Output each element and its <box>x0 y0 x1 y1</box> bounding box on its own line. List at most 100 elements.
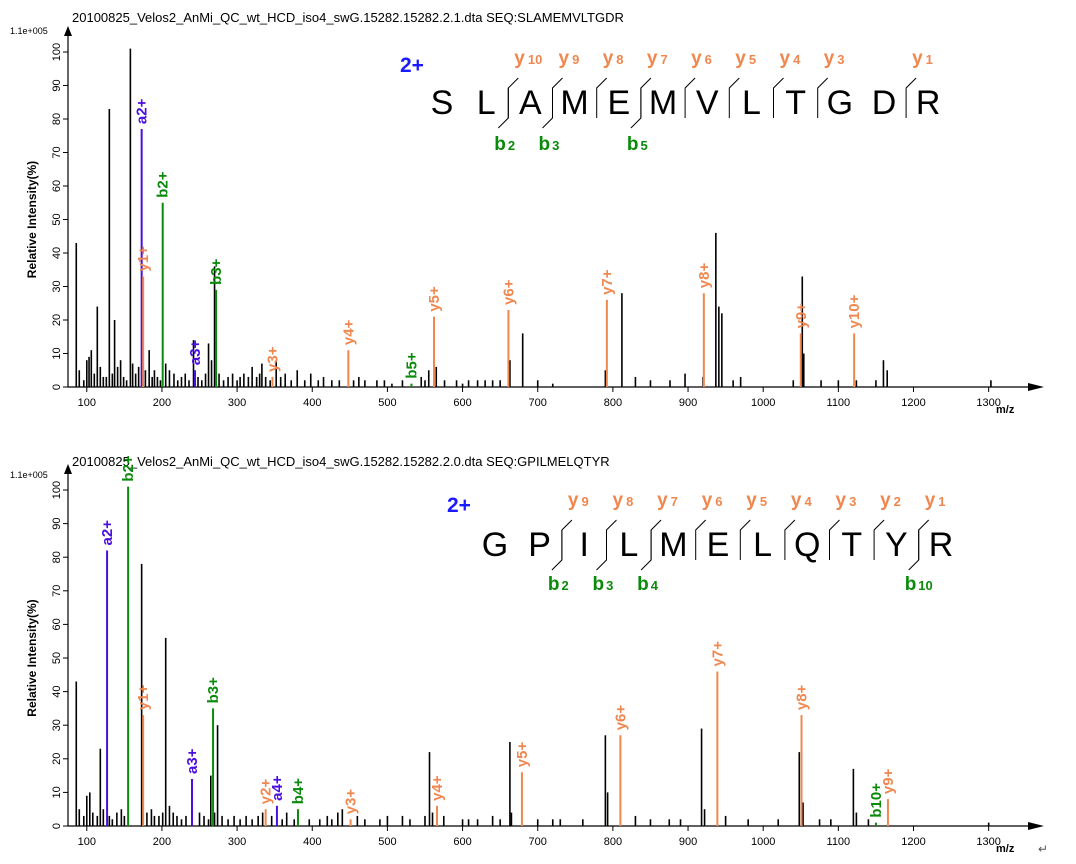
spectrum-panel-1: 20100825_Velos2_AnMi_QC_wt_HCD_iso4_swG.… <box>10 10 1044 416</box>
x-axis-label: m/z <box>996 843 1015 855</box>
x-axis-arrow <box>1028 822 1044 830</box>
peak-label: y7+ <box>599 269 616 295</box>
y-tick-label: 40 <box>51 247 63 259</box>
sequence-residue: Q <box>794 526 820 564</box>
x-tick-label: 500 <box>378 836 396 848</box>
x-tick-label: 800 <box>604 397 622 409</box>
sequence-residue: E <box>707 526 730 564</box>
peak-label: a2+ <box>99 520 116 546</box>
x-tick-label: 100 <box>78 397 96 409</box>
x-tick-label: 800 <box>604 836 622 848</box>
peak-label: b2+ <box>155 171 172 198</box>
b-cleavage-mark <box>497 88 509 129</box>
y-tick-label: 80 <box>51 113 63 125</box>
y-axis-arrow <box>64 464 72 474</box>
return-mark: ↵ <box>1038 842 1049 856</box>
y-tick-label: 30 <box>51 280 63 292</box>
y-cleavage-mark <box>905 77 917 118</box>
peak-label: y8+ <box>794 684 811 710</box>
y-tick-label: 40 <box>51 685 63 697</box>
sequence-residue: M <box>560 84 588 122</box>
y-tick-label: 60 <box>51 180 63 192</box>
sequence-residue: L <box>619 526 638 564</box>
y-tick-label: 50 <box>51 213 63 225</box>
peak-label: y9+ <box>880 768 897 794</box>
y-tick-label: 20 <box>51 753 63 765</box>
intensity-scale: 1.1e+005 <box>10 26 48 36</box>
x-tick-label: 700 <box>529 836 547 848</box>
sequence-residue: L <box>742 84 761 122</box>
y-cleavage-mark <box>507 77 519 118</box>
x-tick-label: 200 <box>153 397 171 409</box>
y-tick-label: 100 <box>51 43 63 61</box>
x-tick-label: 1200 <box>901 836 925 848</box>
x-tick-label: 700 <box>529 397 547 409</box>
x-axis-label: m/z <box>996 404 1015 416</box>
y-cleavage-mark <box>739 519 751 560</box>
y-axis-label: Relative Intensity(%) <box>25 161 39 278</box>
sequence-residue: I <box>579 526 588 564</box>
peak-label: y4+ <box>340 319 357 345</box>
sequence-residue: M <box>649 84 677 122</box>
peak-label: y3+ <box>343 789 360 815</box>
y-tick-label: 80 <box>51 551 63 563</box>
y-cleavage-mark <box>829 519 840 560</box>
peak-label: y9+ <box>793 303 810 329</box>
y-cleavage-mark <box>873 519 885 560</box>
sequence-residue: L <box>753 526 772 564</box>
y-cleavage-mark <box>784 519 796 560</box>
x-tick-label: 300 <box>228 836 246 848</box>
sequence-residue: G <box>482 526 508 564</box>
b-ion-label: b 10 <box>905 574 933 595</box>
b-cleavage-mark <box>551 530 563 571</box>
x-tick-label: 1200 <box>901 397 925 409</box>
b-cleavage-mark <box>640 530 652 571</box>
b-cleavage-mark <box>596 530 607 571</box>
y-tick-label: 70 <box>51 585 63 597</box>
x-tick-label: 400 <box>303 397 321 409</box>
y-ion-label: y 10 <box>514 48 542 69</box>
peak-label: b4+ <box>290 778 307 805</box>
x-tick-label: 1100 <box>827 397 851 409</box>
peak-label: y7+ <box>709 641 726 667</box>
x-tick-label: 300 <box>228 397 246 409</box>
peak-label: y6+ <box>612 705 629 731</box>
sequence-residue: E <box>607 84 630 122</box>
peak-label: y3+ <box>264 346 281 372</box>
sequence-residue: T <box>841 526 862 564</box>
y-cleavage-mark <box>606 519 617 560</box>
peak-label: b2+ <box>120 455 137 482</box>
x-axis-arrow <box>1028 383 1044 391</box>
sequence-residue: R <box>929 526 954 564</box>
b-cleavage-mark <box>542 88 553 129</box>
sequence-residue: T <box>785 84 806 122</box>
x-tick-label: 1100 <box>827 836 851 848</box>
y-tick-label: 60 <box>51 618 63 630</box>
y-tick-label: 70 <box>51 146 63 158</box>
x-tick-label: 900 <box>679 836 697 848</box>
sequence-residue: S <box>431 84 454 122</box>
y-tick-label: 10 <box>51 786 63 798</box>
y-tick-label: 30 <box>51 719 63 731</box>
peak-label: b5+ <box>403 352 420 379</box>
intensity-scale: 1.1e+005 <box>10 470 48 480</box>
chart-title: 20100825_Velos2_AnMi_QC_wt_HCD_iso4_swG.… <box>72 10 624 25</box>
sequence-residue: R <box>916 84 941 122</box>
peak-label: y4+ <box>429 775 446 801</box>
y-cleavage-mark <box>596 77 608 118</box>
y-cleavage-mark <box>561 519 573 560</box>
spectrum-panel-2: 20100825_Velos2_AnMi_QC_wt_HCD_iso4_swG.… <box>10 454 1044 855</box>
x-tick-label: 1000 <box>751 397 775 409</box>
